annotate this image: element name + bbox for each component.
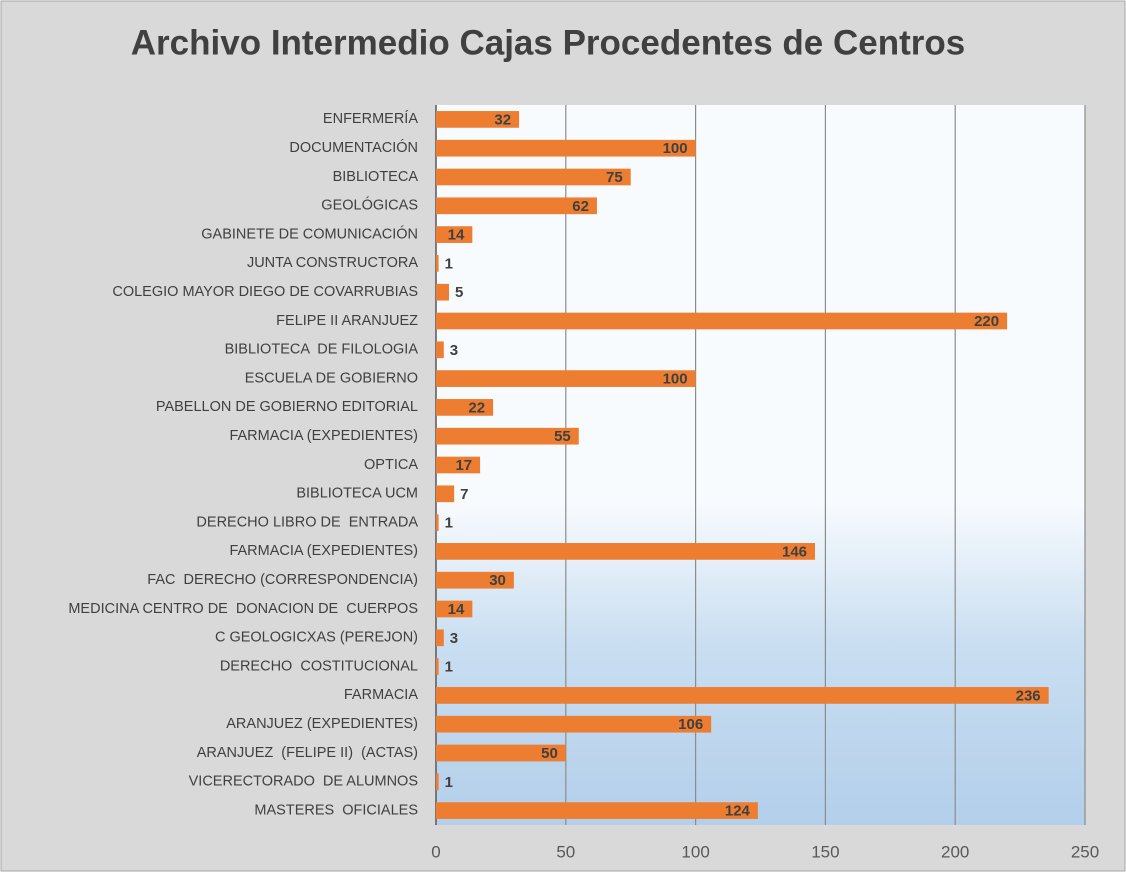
data-label: 55 <box>554 428 571 445</box>
bar <box>436 744 566 762</box>
y-tick-label: ARANJUEZ (EXPEDIENTES) <box>226 716 418 732</box>
plot-area <box>436 105 1085 825</box>
y-tick-label: DERECHO LIBRO DE ENTRADA <box>196 514 418 530</box>
data-label: 32 <box>494 111 511 128</box>
x-tick-label: 50 <box>556 842 575 861</box>
y-tick-label: ARANJUEZ (FELIPE II) (ACTAS) <box>197 745 418 761</box>
bar <box>436 629 444 647</box>
bar <box>436 514 439 531</box>
bar <box>436 600 473 618</box>
bar <box>436 226 473 243</box>
data-label: 1 <box>445 255 453 272</box>
y-tick-label: JUNTA CONSTRUCTORA <box>247 255 418 271</box>
data-label: 100 <box>663 371 688 388</box>
y-tick-label: PABELLON DE GOBIERNO EDITORIAL <box>156 399 418 415</box>
bar <box>436 341 444 359</box>
bar <box>436 773 439 791</box>
y-tick-label: FARMACIA (EXPEDIENTES) <box>229 428 418 444</box>
data-label: 17 <box>455 457 472 474</box>
data-label: 106 <box>678 716 703 733</box>
y-tick-label: C GEOLOGICXAS (PEREJON) <box>215 630 418 646</box>
x-tick-label: 200 <box>941 842 969 861</box>
bar <box>436 283 449 301</box>
y-tick-label: VICERECTORADO DE ALUMNOS <box>189 774 418 790</box>
x-tick-label: 250 <box>1071 842 1099 861</box>
y-tick-label: GABINETE DE COMUNICACIÓN <box>201 225 418 242</box>
y-tick-label: FAC DERECHO (CORRESPONDENCIA) <box>147 572 418 588</box>
bar <box>436 255 439 272</box>
y-tick-label: MEDICINA CENTRO DE DONACION DE CUERPOS <box>68 601 418 617</box>
bar <box>436 139 696 157</box>
data-label: 124 <box>725 803 751 820</box>
bar <box>436 111 520 128</box>
data-label: 50 <box>541 745 558 762</box>
data-label: 3 <box>450 342 458 359</box>
data-label: 62 <box>572 198 589 215</box>
bar <box>436 168 631 186</box>
data-label: 14 <box>448 601 465 618</box>
y-tick-label: DERECHO COSTITUCIONAL <box>220 658 418 674</box>
data-label: 1 <box>445 774 453 791</box>
y-tick-label: COLEGIO MAYOR DIEGO DE COVARRUBIAS <box>112 284 418 300</box>
x-tick-label: 100 <box>681 842 709 861</box>
bar <box>436 197 597 215</box>
data-label: 30 <box>489 572 506 589</box>
y-tick-label: MASTERES OFICIALES <box>254 802 418 818</box>
y-tick-label: ESCUELA DE GOBIERNO <box>245 370 418 386</box>
data-label: 1 <box>445 659 453 676</box>
y-tick-label: GEOLÓGICAS <box>321 197 418 214</box>
data-label: 3 <box>450 630 458 647</box>
bar <box>436 485 455 503</box>
y-tick-label: FARMACIA <box>344 687 418 703</box>
data-label: 14 <box>448 227 465 244</box>
bar <box>436 715 712 733</box>
bar <box>436 427 579 445</box>
bar <box>436 370 696 387</box>
data-label: 7 <box>460 486 468 503</box>
data-label: 220 <box>974 313 999 330</box>
y-tick-label: DOCUMENTACIÓN <box>289 139 418 156</box>
y-tick-label: FARMACIA (EXPEDIENTES) <box>229 543 418 559</box>
bar <box>436 456 481 474</box>
data-label: 75 <box>606 169 623 186</box>
y-tick-label: OPTICA <box>364 457 418 473</box>
bar <box>436 658 439 675</box>
data-label: 5 <box>455 284 463 301</box>
y-tick-label: BIBLIOTECA DE FILOLOGIA <box>225 342 419 358</box>
bar <box>436 543 816 560</box>
data-label: 236 <box>1016 687 1041 704</box>
data-label: 100 <box>663 140 688 157</box>
bar <box>436 687 1049 704</box>
data-label: 146 <box>782 543 807 560</box>
x-tick-label: 150 <box>811 842 839 861</box>
bar <box>436 802 758 819</box>
y-tick-label: ENFERMERÍA <box>323 110 418 127</box>
y-tick-label: BIBLIOTECA UCM <box>296 486 418 502</box>
data-label: 22 <box>468 399 485 416</box>
bar <box>436 571 514 589</box>
chart-title: Archivo Intermedio Cajas Procedentes de … <box>131 23 965 62</box>
bar <box>436 312 1008 330</box>
x-tick-label: 0 <box>431 842 440 861</box>
bar <box>436 399 494 416</box>
y-tick-label: BIBLIOTECA <box>333 169 419 185</box>
y-tick-label: FELIPE II ARANJUEZ <box>276 313 418 329</box>
data-label: 1 <box>445 515 453 532</box>
